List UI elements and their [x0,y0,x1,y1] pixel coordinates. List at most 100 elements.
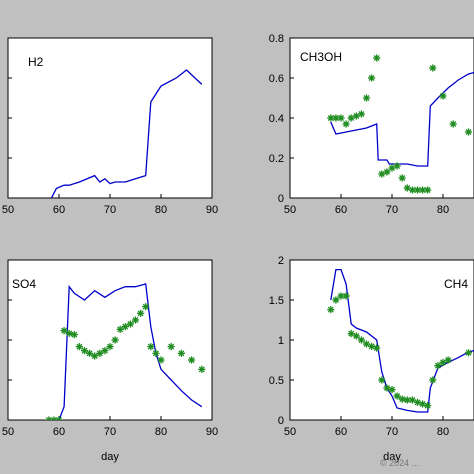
watermark: © 2024 ... [380,458,419,468]
chart-panel-0: 50 60 70 80 90 H2 [2,37,218,216]
star-stroke [101,347,108,354]
data-point-star [398,174,406,182]
series-line [50,69,203,198]
data-point-star [373,344,381,352]
series-line [48,283,203,420]
data-point-star [80,347,89,355]
star-stroke [158,357,164,363]
star-stroke [76,343,83,350]
x-tick-label: 80 [155,426,167,438]
star-stroke [61,327,68,334]
star-stroke [96,350,103,357]
star-stroke [409,397,416,403]
data-point-star [434,362,442,370]
y-tick-label: 0.5 [269,375,284,387]
x-tick-label: 50 [284,426,296,438]
data-point-star [357,336,365,344]
star-stroke [353,333,360,339]
data-point-star [352,332,360,340]
star-stroke [178,350,185,357]
star-stroke [409,187,416,193]
star-stroke [434,362,441,369]
y-tick-label: 1.5 [269,295,284,307]
data-point-star [373,54,381,62]
x-tick-label: 80 [437,204,449,216]
star-stroke [56,417,60,420]
star-stroke [399,396,406,403]
data-point-star [464,128,473,136]
star-stroke [81,347,88,354]
panel-title: SO4 [12,277,36,291]
plot-area [7,259,213,421]
data-point-star [152,349,160,357]
star-stroke [348,330,355,337]
star-stroke [424,402,431,409]
plot-area [289,259,474,421]
data-point-star [393,392,401,400]
star-stroke [122,323,129,330]
star-stroke [363,341,370,347]
x-tick-label: 50 [2,204,14,216]
star-stroke [378,377,385,383]
star-stroke [429,65,436,71]
x-tick-label: 70 [104,426,116,438]
star-stroke [188,357,195,363]
y-tick-label: 1 [278,335,284,347]
x-tick-label: 90 [206,204,218,216]
data-point-star [177,349,185,357]
y-tick-label: 0 [278,415,284,427]
star-stroke [127,321,134,327]
x-axis-label: day [383,451,401,463]
plot-content [45,283,206,420]
star-stroke [389,386,395,393]
data-point-star [86,349,94,357]
star-stroke [394,393,401,399]
data-point-star [449,120,457,128]
data-point-star [332,296,340,304]
data-point-star [157,356,165,364]
data-point-star [337,114,345,122]
data-point-star [188,356,196,364]
star-stroke [86,350,93,357]
x-tick-label: 50 [284,204,296,216]
data-point-star [121,323,129,331]
plot-content [327,268,474,413]
star-stroke [132,317,139,323]
star-stroke [394,163,401,169]
data-point-star [424,186,432,194]
data-point-star [429,64,437,72]
star-stroke [419,187,426,193]
star-stroke [383,169,390,175]
data-point-star [378,376,386,384]
data-point-star [347,114,355,122]
series-line [330,71,474,167]
x-tick-label: 70 [386,426,398,438]
y-tick-label: 0.8 [269,33,284,45]
data-point-star [111,336,119,344]
x-tick-label: 60 [53,426,65,438]
star-stroke [52,417,57,420]
star-stroke [338,293,344,299]
x-tick-label: 60 [53,204,65,216]
data-point-star [55,416,63,420]
x-tick-label: 60 [335,426,347,438]
data-point-star [424,402,432,410]
star-stroke [332,115,339,121]
star-stroke [445,357,452,363]
star-stroke [107,343,113,350]
panel-title: H2 [28,55,44,69]
x-tick-label: 60 [335,204,347,216]
star-stroke [338,115,344,121]
star-stroke [343,121,350,127]
y-tick-label: 0 [278,193,284,205]
star-stroke [404,397,411,403]
data-point-star [75,343,83,351]
data-point-star [357,110,365,118]
star-stroke [373,55,380,61]
data-point-star [147,343,155,351]
x-tick-label: 80 [437,426,449,438]
star-stroke [332,297,339,303]
star-stroke [137,310,144,317]
data-point-star [368,74,376,82]
star-stroke [50,417,55,420]
